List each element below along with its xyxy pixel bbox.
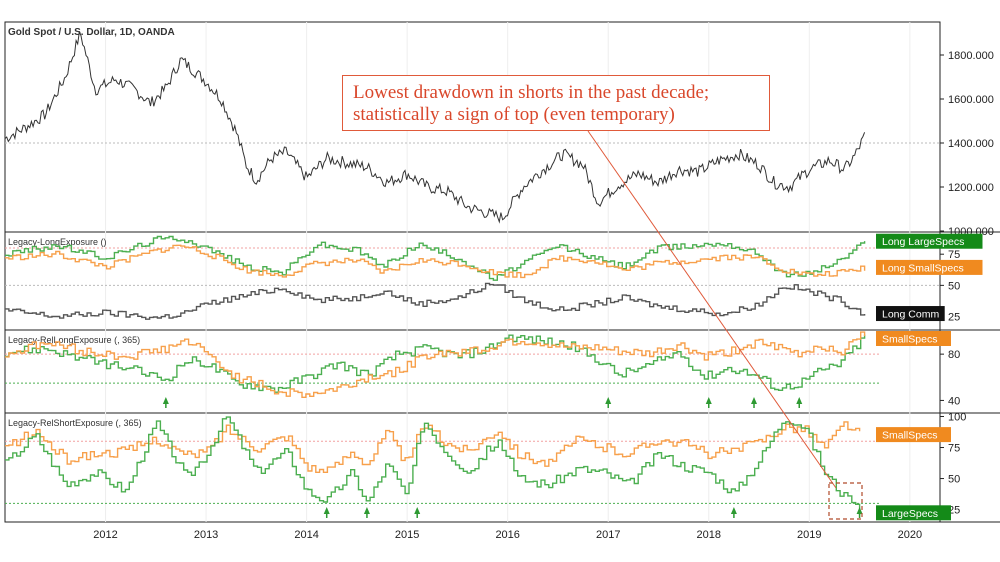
up-arrow-marker (323, 507, 330, 514)
y-tick-label: 40 (948, 395, 960, 407)
up-arrow-marker (162, 397, 169, 404)
series-badge (876, 331, 951, 346)
y-tick-label: 1400.000 (948, 138, 994, 150)
y-tick-label: 25 (948, 312, 960, 324)
series-largespecs (5, 334, 866, 393)
highlight-box (828, 482, 863, 520)
up-arrow-marker (856, 507, 863, 514)
y-tick-label: 80 (948, 349, 960, 361)
series-badge (876, 427, 951, 443)
series-badge (876, 233, 983, 249)
up-arrow-marker (363, 507, 370, 514)
pane-title: Gold Spot / U.S. Dollar, 1D, OANDA (8, 27, 175, 38)
series-long-largespecs (5, 235, 866, 281)
annotation-line2: statistically a sign of top (even tempor… (353, 104, 675, 125)
annotation-line1: Lowest drawdown in shorts in the past de… (353, 82, 710, 103)
x-tick-label: 2020 (898, 529, 922, 541)
series-largespecs (5, 416, 861, 515)
series-badge-label: SmallSpecs (882, 430, 937, 442)
up-arrow-marker (705, 397, 712, 404)
series-long-comm (5, 282, 866, 320)
series-smallspecs (5, 331, 866, 398)
y-tick-label: 75 (948, 249, 960, 261)
x-tick-label: 2014 (294, 529, 318, 541)
up-arrow-marker (605, 397, 612, 404)
pane-title: Legacy-RelLongExposure (, 365) (8, 335, 140, 345)
up-arrow-marker (796, 397, 803, 404)
x-tick-label: 2018 (697, 529, 721, 541)
y-tick-label: 100 (948, 411, 966, 423)
x-tick-label: 2019 (797, 529, 821, 541)
series-badge (876, 259, 983, 275)
y-tick-label: 50 (948, 474, 960, 486)
series-badge-label: Long Comm (882, 309, 939, 321)
annotation-callout: Lowest drawdown in shorts in the past de… (342, 75, 770, 131)
gold-price-series (4, 31, 866, 224)
annotation-connector (587, 130, 837, 489)
pane-title: Legacy-RelShortExposure (, 365) (8, 418, 142, 428)
y-tick-label: 25 (948, 505, 960, 517)
x-tick-label: 2015 (395, 529, 419, 541)
up-arrow-marker (730, 507, 737, 514)
series-badge (876, 505, 951, 521)
series-long-smallspecs (5, 244, 866, 279)
x-tick-label: 2012 (93, 529, 117, 541)
x-tick-label: 2017 (596, 529, 620, 541)
x-tick-label: 2016 (495, 529, 519, 541)
series-badge-label: LargeSpecs (882, 508, 938, 520)
series-badge-label: Long LargeSpecs (882, 236, 964, 248)
pane-title: Legacy-LongExposure () (8, 237, 107, 247)
y-tick-label: 1200.000 (948, 182, 994, 194)
series-badge (876, 306, 945, 322)
y-tick-label: 1600.000 (948, 94, 994, 106)
series-badge-label: Long SmallSpecs (882, 262, 964, 274)
up-arrow-marker (414, 507, 421, 514)
y-tick-label: 1800.000 (948, 50, 994, 62)
y-tick-label: 75 (948, 443, 960, 455)
up-arrow-marker (751, 397, 758, 404)
series-badge-label: SmallSpecs (882, 334, 937, 346)
y-tick-label: 50 (948, 280, 960, 292)
x-tick-label: 2013 (194, 529, 218, 541)
